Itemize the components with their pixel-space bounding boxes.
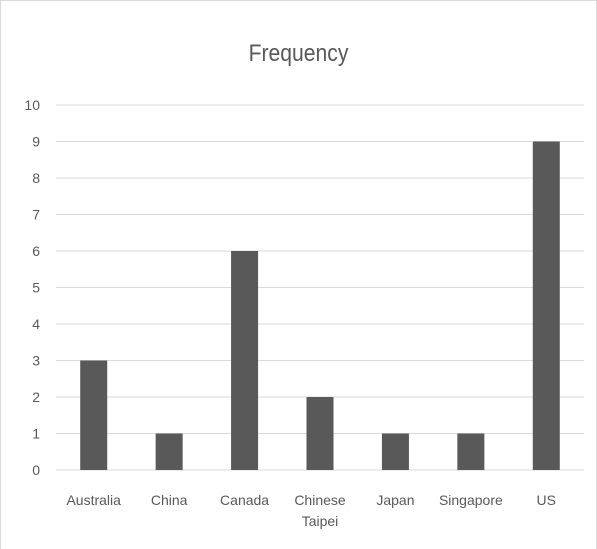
y-tick-label: 4: [32, 316, 40, 332]
y-tick-label: 10: [24, 97, 40, 113]
y-tick-label: 5: [32, 280, 40, 296]
chart-title: Frequency: [248, 40, 349, 67]
y-tick-label: 2: [32, 389, 40, 405]
x-tick-label: Canada: [220, 492, 269, 508]
x-tick-label: Singapore: [439, 492, 503, 508]
y-tick-label: 7: [32, 207, 40, 223]
bar-china: [155, 433, 183, 470]
y-tick-label: 3: [32, 353, 40, 369]
y-tick-label: 0: [32, 462, 40, 478]
x-tick-label: US: [537, 492, 556, 508]
x-tick-label: China: [151, 492, 188, 508]
x-tick-label: Australia: [66, 492, 121, 508]
bar-australia: [80, 360, 108, 470]
y-tick-label: 6: [32, 243, 40, 259]
bar-singapore: [457, 433, 485, 470]
bar-us: [532, 141, 560, 470]
y-tick-label: 8: [32, 170, 40, 186]
bar-chinese-taipei: [306, 397, 334, 470]
bar-japan: [381, 433, 409, 470]
bar-canada: [231, 251, 259, 470]
y-tick-label: 9: [32, 134, 40, 150]
y-tick-label: 1: [32, 426, 40, 442]
x-tick-label: Chinese Taipei: [294, 492, 346, 529]
x-tick-label: Japan: [376, 492, 414, 508]
